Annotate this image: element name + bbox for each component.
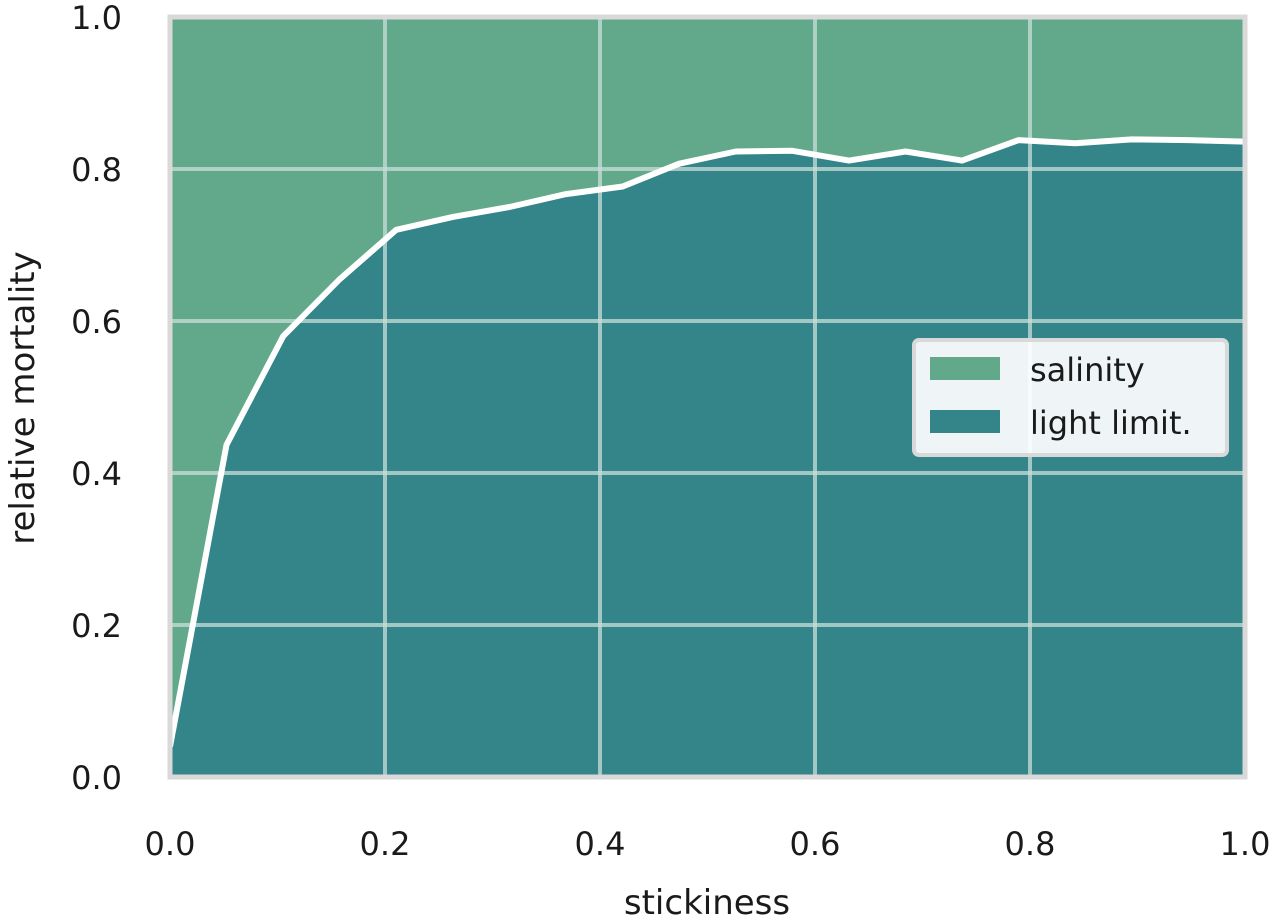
area-salinity [170,17,1245,747]
y-tick-label: 1.0 [71,0,122,37]
legend: salinity light limit. [912,338,1229,457]
area-light-limit [170,139,1245,777]
plot-frame [167,14,1248,780]
y-tick-label: 0.2 [71,607,122,645]
y-tick-label: 0.8 [71,151,122,189]
x-tick-label: 0.8 [1005,825,1056,863]
legend-swatch-light-limit [930,410,1000,433]
legend-label-light-limit: light limit. [1030,404,1192,442]
tick-label-layer: 0.0 0.2 0.4 0.6 0.8 1.0 0.0 0.2 0.4 0.6 0.8 1.0 [71,0,1270,863]
x-tick-label: 0.2 [360,825,411,863]
x-tick-label: 0.6 [790,825,841,863]
y-axis-label: relative mortality [3,251,43,544]
area-layer [170,17,1245,777]
series-boundary-line [167,136,1246,748]
y-tick-label: 0.0 [71,759,122,797]
x-tick-label: 0.0 [145,825,196,863]
x-tick-label: 0.4 [575,825,626,863]
y-tick-label: 0.4 [71,455,122,493]
x-axis-label: stickiness [624,883,790,922]
y-tick-label: 0.6 [71,303,122,341]
x-tick-label: 1.0 [1220,825,1271,863]
legend-label-salinity: salinity [1030,351,1145,389]
legend-swatch-salinity [930,357,1000,380]
